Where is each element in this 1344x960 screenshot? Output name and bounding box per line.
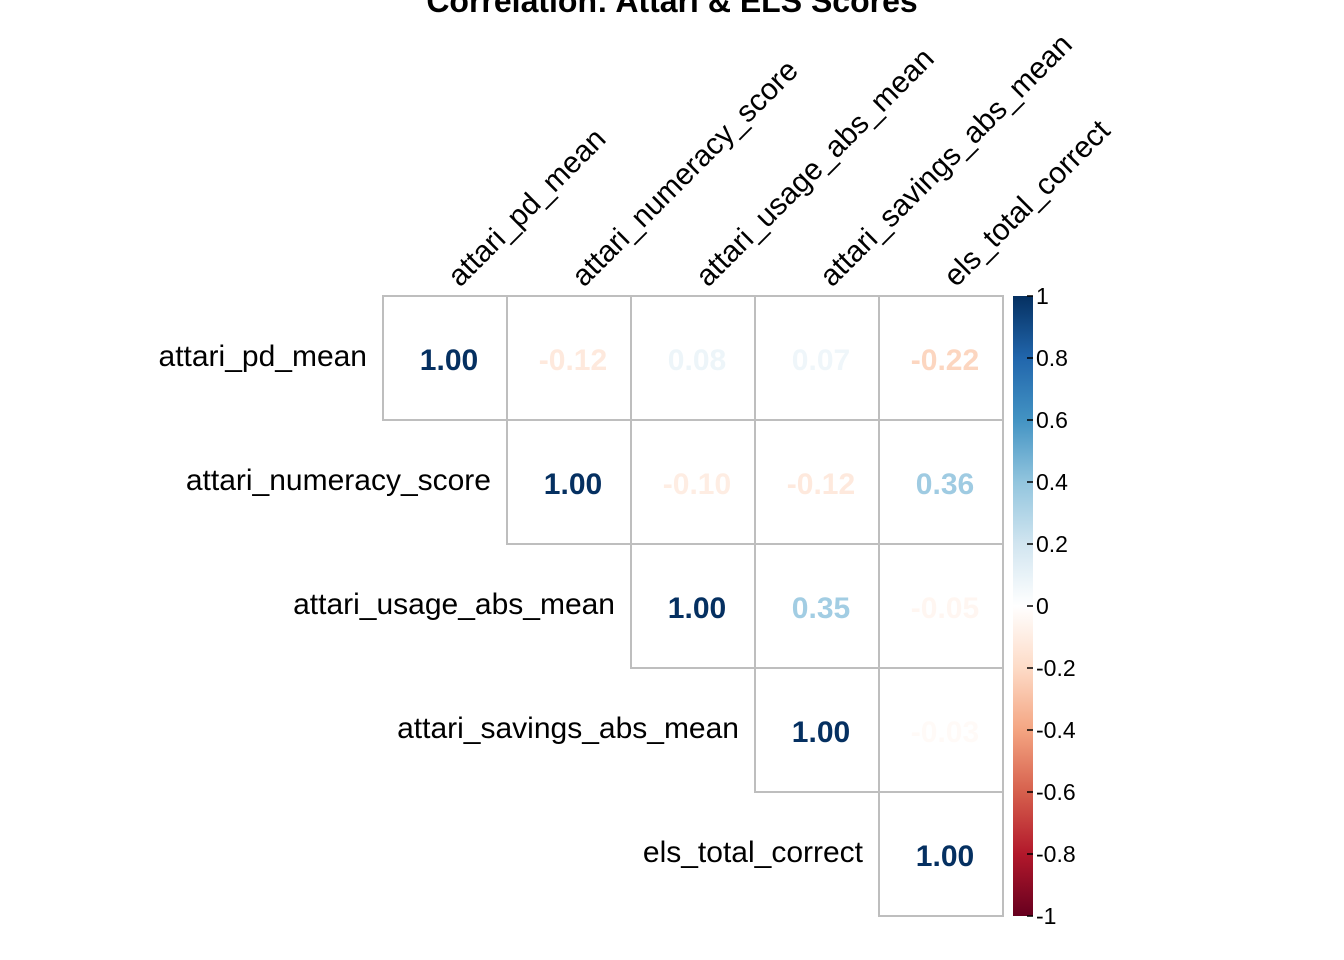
cell-attari_numeracy_score-attari_savings_abs_mean [754, 419, 880, 545]
colorbar-tick-label: -1 [1036, 903, 1056, 929]
value-label: 0.36 [916, 468, 974, 501]
cell-attari_pd_mean-attari_numeracy_score [506, 295, 632, 421]
column-label-attari_savings_abs_mean: attari_savings_abs_mean [814, 28, 1079, 293]
colorbar-tick-label: 1 [1036, 283, 1049, 309]
row-label-attari_numeracy_score: attari_numeracy_score [186, 464, 491, 497]
value-label: 1.00 [792, 716, 850, 749]
value-label: 1.00 [420, 344, 478, 377]
value-label: -0.03 [911, 716, 979, 749]
colorbar-tick-label: 0.2 [1036, 531, 1068, 557]
cell-attari_savings_abs_mean-els_total_correct [878, 667, 1004, 793]
colorbar-tick-label: -0.2 [1036, 655, 1076, 681]
cell-attari_numeracy_score-els_total_correct [878, 419, 1004, 545]
value-label: -0.05 [911, 592, 979, 625]
column-labels: attari_pd_meanattari_numeracy_scoreattar… [442, 28, 1117, 293]
cell-els_total_correct-els_total_correct [878, 791, 1004, 917]
colorbar-tick-label: -0.6 [1036, 779, 1076, 805]
column-label-attari_usage_abs_mean: attari_usage_abs_mean [690, 42, 941, 293]
row-label-attari_savings_abs_mean: attari_savings_abs_mean [397, 712, 739, 745]
colorbar-tick-label: 0.6 [1036, 407, 1068, 433]
cell-attari_numeracy_score-attari_numeracy_score [506, 419, 632, 545]
colorbar-gradient [1013, 296, 1033, 916]
value-label: 0.07 [792, 344, 850, 377]
cell-attari_usage_abs_mean-els_total_correct [878, 543, 1004, 669]
colorbar: 1 0.8 0.6 0.4 0.2 0 -0.2 -0.4 -0.6 -0.8 -1 [1013, 283, 1076, 929]
value-label: 0.35 [792, 592, 850, 625]
value-label: 1.00 [916, 840, 974, 873]
value-label: -0.12 [539, 344, 607, 377]
column-label-attari_numeracy_score: attari_numeracy_score [566, 54, 805, 293]
value-label: 1.00 [544, 468, 602, 501]
colorbar-tick-label: 0.8 [1036, 345, 1068, 371]
row-label-attari_pd_mean: attari_pd_mean [159, 340, 367, 373]
row-labels: attari_pd_mean attari_numeracy_scoreattar… [159, 340, 864, 869]
value-label: 1.00 [668, 592, 726, 625]
chart-title: Correlation: Attari & ELS Scores [426, 0, 917, 19]
row-label-attari_usage_abs_mean: attari_usage_abs_mean [293, 588, 615, 621]
value-label: -0.22 [911, 344, 979, 377]
cell-attari_savings_abs_mean-attari_savings_abs_mean [754, 667, 880, 793]
colorbar-tick-label: 0.4 [1036, 469, 1068, 495]
row-label-els_total_correct: els_total_correct [643, 836, 864, 869]
value-label: 0.08 [668, 344, 726, 377]
value-label: -0.12 [787, 468, 855, 501]
value-label: -0.10 [663, 468, 731, 501]
correlation-grid: 1.00 -0.12 0.08 0.07 -0.22 1.00 -0.10 -0.12 0.36… [382, 295, 1004, 917]
cell-attari_pd_mean-attari_pd_mean [382, 295, 508, 421]
colorbar-tick-label: -0.8 [1036, 841, 1076, 867]
colorbar-tick-label: -0.4 [1036, 717, 1076, 743]
cell-attari_usage_abs_mean-attari_usage_abs_mean [630, 543, 756, 669]
colorbar-tick-label: 0 [1036, 593, 1049, 619]
